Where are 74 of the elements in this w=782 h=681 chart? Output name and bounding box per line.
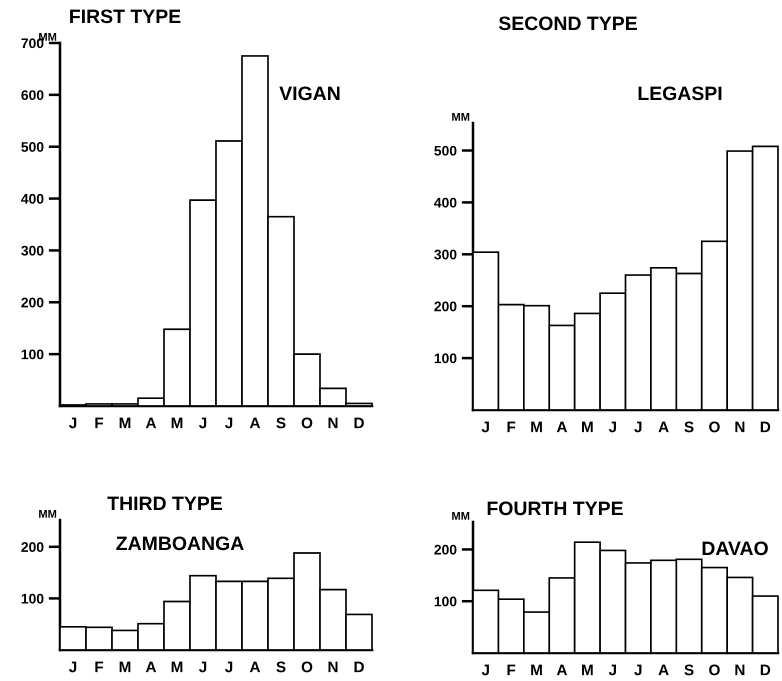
- x-tick-label: J: [608, 664, 616, 676]
- text: LEGASPI: [638, 86, 722, 100]
- x-tick-label: F: [95, 662, 104, 672]
- x-tick-label: M: [531, 422, 542, 432]
- y-tick-label: 200: [21, 298, 44, 308]
- y-tick-label: 200: [434, 544, 456, 555]
- y-tick-label: 400: [434, 198, 456, 208]
- y-tick-label: 200: [434, 302, 456, 312]
- x-tick-label: A: [146, 418, 156, 428]
- y-tick-label: 100: [22, 594, 44, 604]
- x-tick-label: D: [354, 662, 364, 672]
- x-tick-label: M: [582, 664, 593, 676]
- y-tick-label: 300: [21, 246, 44, 256]
- x-tick-label: J: [198, 418, 206, 428]
- x-tick-label: A: [250, 418, 260, 428]
- x-tick-label: M: [172, 662, 182, 672]
- y-tick-label: 600: [21, 90, 44, 100]
- chart-title: THIRD TYPE: [107, 496, 222, 510]
- x-tick-label: A: [146, 662, 156, 672]
- x-tick-label: J: [482, 664, 489, 676]
- y-tick-label: 500: [21, 142, 44, 152]
- y-tick-label: 100: [434, 353, 456, 364]
- x-tick-label: S: [684, 422, 694, 432]
- x-tick-label: S: [684, 664, 694, 676]
- y-tick-label: 100: [22, 349, 44, 360]
- y-tick-label: 200: [21, 542, 44, 552]
- x-tick-label: A: [556, 664, 568, 676]
- x-tick-label: A: [658, 422, 669, 432]
- x-tick-label: S: [276, 418, 286, 428]
- y-axis-title: MM: [452, 113, 470, 121]
- x-tick-label: D: [760, 664, 770, 676]
- y-tick-label: 300: [434, 250, 456, 260]
- x-tick-label: A: [658, 664, 669, 676]
- x-tick-label: J: [224, 418, 232, 428]
- x-tick-label: M: [172, 418, 182, 428]
- x-tick-label: J: [634, 664, 642, 676]
- annotation: DAVAO: [702, 541, 768, 556]
- x-tick-label: J: [68, 418, 76, 428]
- x-tick-label: N: [328, 662, 338, 672]
- y-tick-label: 500: [434, 146, 456, 156]
- x-tick-label: F: [507, 422, 516, 432]
- x-tick-label: J: [482, 422, 489, 432]
- x-tick-label: D: [760, 422, 770, 432]
- x-tick-label: O: [302, 662, 312, 672]
- x-tick-label: N: [735, 664, 744, 676]
- x-tick-label: J: [224, 662, 232, 672]
- annotation: VIGAN: [279, 86, 340, 100]
- y-axis-title: MM: [39, 510, 56, 518]
- annotation: ZAMBOANGA: [116, 536, 244, 550]
- x-tick-label: A: [250, 662, 260, 672]
- x-tick-label: D: [354, 418, 364, 428]
- x-tick-label: J: [68, 662, 76, 672]
- y-tick-label: 100: [434, 596, 456, 606]
- x-tick-label: S: [276, 662, 286, 672]
- x-tick-label: M: [531, 664, 542, 676]
- x-tick-label: F: [507, 664, 516, 676]
- x-tick-label: O: [709, 664, 720, 676]
- x-tick-label: N: [735, 422, 744, 432]
- y-axis-title: MM: [452, 512, 470, 520]
- chart-title: SECOND TYPE: [498, 16, 637, 30]
- x-tick-label: J: [198, 662, 206, 672]
- y-tick-label: 400: [21, 194, 44, 204]
- x-tick-label: A: [556, 422, 568, 432]
- x-tick-label: M: [120, 662, 130, 672]
- x-tick-label: J: [608, 422, 616, 432]
- chart-title: FIRST TYPE: [70, 9, 180, 24]
- x-tick-label: M: [120, 418, 130, 428]
- x-tick-label: O: [302, 418, 312, 428]
- x-tick-label: F: [95, 418, 104, 428]
- x-tick-label: J: [634, 422, 642, 432]
- x-tick-label: M: [582, 422, 593, 432]
- x-tick-label: N: [328, 418, 338, 428]
- x-tick-label: O: [709, 422, 720, 432]
- chart-title: FOURTH TYPE: [488, 501, 623, 516]
